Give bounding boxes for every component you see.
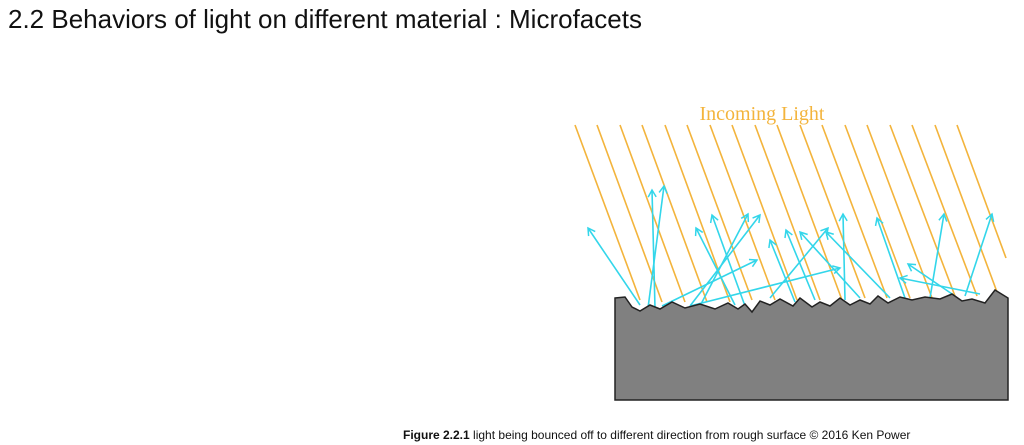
- slide-title: 2.2 Behaviors of light on different mate…: [8, 4, 642, 34]
- reflected-rays: [587, 184, 995, 309]
- caption-text: light being bounced off to different dir…: [473, 428, 911, 442]
- incoming-rays: [574, 124, 1007, 303]
- diagram-label: Incoming Light: [700, 103, 825, 125]
- figure-number: Figure 2.2.1: [403, 428, 470, 442]
- rough-surface: [614, 289, 1009, 401]
- figure-caption: Figure 2.2.1 light being bounced off to …: [403, 428, 910, 442]
